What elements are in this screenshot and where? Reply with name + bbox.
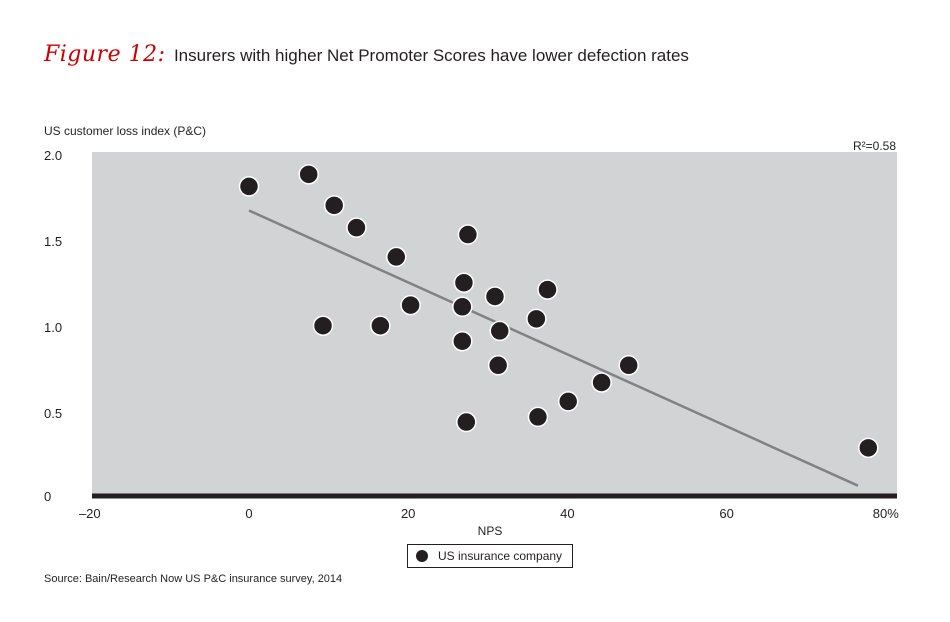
y-tick-label: 1.0 (44, 320, 62, 335)
y-tick-label: 0.5 (44, 406, 62, 421)
data-point (312, 315, 334, 336)
legend-label: US insurance company (438, 549, 563, 563)
data-point (452, 330, 473, 352)
x-tick-label: 60 (719, 506, 733, 521)
data-point (537, 279, 558, 300)
x-axis-label: NPS (478, 524, 503, 538)
trend-line (248, 209, 859, 487)
figure-title: Figure 12: Insurers with higher Net Prom… (44, 42, 689, 67)
x-tick-label: 80% (873, 506, 899, 521)
figure-label: Figure 12: (44, 42, 166, 67)
data-point (346, 217, 367, 238)
source-note: Source: Bain/Research Now US P&C insuran… (44, 573, 343, 585)
x-tick-label: 40 (560, 506, 574, 521)
data-point (618, 355, 639, 376)
data-point (370, 315, 391, 336)
data-point (298, 164, 319, 185)
x-tick-label: –20 (79, 506, 101, 521)
data-point (858, 437, 879, 459)
data-point (457, 224, 479, 245)
y-tick-label: 0 (44, 489, 51, 504)
data-point (526, 308, 547, 330)
data-point (452, 296, 473, 318)
figure-title-text: Insurers with higher Net Promoter Scores… (173, 46, 689, 65)
data-point (238, 176, 260, 197)
data-point (489, 320, 510, 342)
data-point (487, 355, 509, 376)
legend-marker-icon (416, 550, 428, 562)
legend: US insurance company (407, 544, 573, 568)
data-point (591, 372, 612, 393)
data-point (557, 391, 579, 412)
x-tick-label: 20 (401, 506, 415, 521)
data-point (323, 195, 345, 216)
data-point (386, 246, 407, 268)
y-axis-label: US customer loss index (P&C) (44, 124, 207, 138)
y-tick-label: 2.0 (44, 148, 62, 163)
r-squared-annotation: R²=0.58 (853, 139, 896, 153)
y-tick-label: 1.5 (44, 234, 62, 249)
data-point (453, 272, 475, 293)
data-point (456, 411, 477, 433)
data-point (484, 286, 506, 307)
data-point (527, 406, 549, 428)
x-tick-label: 0 (245, 506, 252, 521)
data-point (400, 294, 421, 316)
